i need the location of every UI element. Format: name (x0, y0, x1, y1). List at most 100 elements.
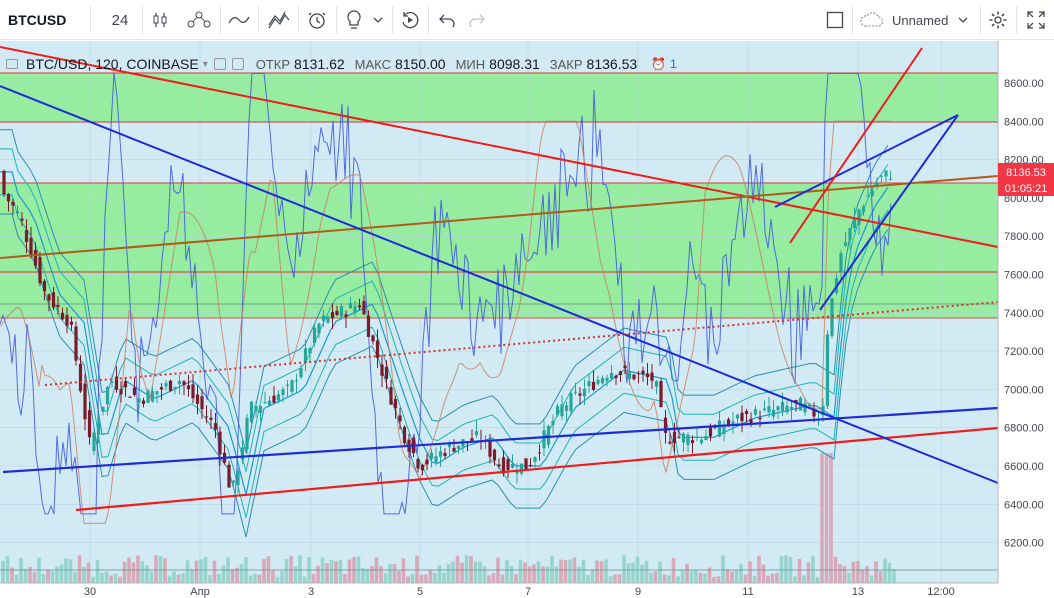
volume-bar (500, 574, 505, 583)
candle-body (533, 457, 537, 462)
undo-icon[interactable] (434, 0, 460, 40)
candle-body (191, 384, 195, 399)
candle-body (105, 386, 110, 405)
volume-bar (235, 567, 239, 583)
candle-body (780, 402, 785, 412)
drawing-icon[interactable] (264, 0, 294, 40)
candle-body (452, 447, 456, 452)
fullscreen-icon[interactable] (1022, 0, 1050, 40)
candle-body (537, 452, 542, 454)
volume-bar (536, 561, 541, 583)
candle-body (195, 394, 200, 404)
green-zone-upper (0, 73, 998, 122)
volume-bar (181, 573, 185, 583)
alert-icon[interactable] (304, 0, 330, 40)
candle-body (560, 404, 564, 417)
gear-icon[interactable] (984, 0, 1012, 40)
volume-bar (865, 566, 869, 583)
compare-icon[interactable] (226, 0, 252, 40)
volume-bar (802, 575, 806, 583)
bulb-icon[interactable] (342, 0, 366, 40)
legend-eye-icon[interactable] (213, 58, 226, 70)
candles-icon[interactable] (148, 0, 172, 40)
candle-body (267, 400, 272, 406)
volume-bar (491, 572, 496, 583)
trend-line (0, 175, 999, 259)
candle-body (681, 433, 686, 443)
volume-bar (289, 555, 293, 583)
volume-bar (433, 572, 437, 583)
candle-body (569, 393, 573, 412)
candle-body (123, 381, 128, 388)
trend-lines[interactable] (0, 46, 999, 512)
volume-bar (883, 558, 887, 583)
candle-body (362, 300, 366, 315)
candle-body (317, 323, 321, 334)
volume-bar (878, 571, 883, 583)
volume-bar (46, 569, 50, 583)
indicators-icon[interactable] (184, 0, 214, 40)
candle-body (6, 193, 11, 202)
candle-body (857, 209, 861, 225)
volume-bar (595, 560, 599, 583)
legend-collapse-icon[interactable] (6, 59, 18, 69)
volume-bar (658, 561, 662, 583)
candle-body (551, 421, 555, 426)
chevron-down-icon[interactable] (368, 0, 388, 40)
redo-icon[interactable] (464, 0, 490, 40)
volume-bar (190, 569, 194, 583)
interval-button[interactable]: 24 (111, 11, 129, 29)
volume-bar (172, 571, 176, 583)
candle-body (65, 315, 69, 326)
volume-bar (55, 566, 59, 583)
candle-body (672, 431, 677, 444)
volume-bar (707, 567, 712, 583)
volume-bar (338, 559, 343, 583)
volume-bar (586, 575, 590, 583)
volume-bar (829, 453, 833, 583)
volume-bar (649, 572, 653, 583)
candle-body (164, 383, 168, 387)
volume-bar (334, 560, 338, 583)
volume-bar (671, 557, 676, 583)
volume-bar (703, 573, 707, 583)
candle-body (371, 335, 375, 342)
candle-body (218, 431, 222, 455)
candle-body (236, 470, 240, 486)
candle-body (870, 190, 875, 196)
candle-body (879, 175, 884, 177)
volume-bar (442, 572, 446, 583)
band-line (0, 194, 889, 518)
candle-body (753, 409, 758, 415)
replay-icon[interactable] (396, 0, 424, 40)
volume-bar (806, 562, 811, 583)
volume-bar (694, 569, 698, 583)
legend-settings-icon[interactable]: ▾ (202, 58, 208, 70)
volume-bar (797, 559, 802, 583)
price-axis[interactable] (998, 41, 1054, 583)
price-chart[interactable]: 8600.008400.008200.008000.007800.007600.… (0, 41, 1054, 598)
divider (298, 6, 299, 34)
candle-body (380, 364, 384, 376)
volume-bar (298, 555, 302, 583)
alert-clock-icon[interactable]: ⏰ (651, 57, 667, 71)
layout-name-button[interactable]: Unnamed (858, 0, 976, 40)
candle-body (29, 237, 33, 257)
candle-body (582, 388, 587, 397)
legend-gear-icon[interactable] (231, 58, 244, 70)
volume-bar (851, 561, 856, 583)
layout-icon[interactable] (822, 0, 848, 40)
candle-body (501, 457, 506, 474)
candle-body (524, 458, 528, 470)
time-axis[interactable] (0, 583, 1054, 598)
volume-bar (617, 574, 622, 583)
symbol-search-button[interactable]: BTCUSD (8, 12, 67, 28)
candle-body (839, 253, 843, 272)
candle-body (708, 427, 713, 437)
candle-body (353, 306, 357, 314)
volume-bar (325, 563, 329, 583)
volume-bar (626, 563, 631, 583)
volume-bar (464, 555, 469, 583)
candle-body (519, 463, 524, 474)
volume-bar (428, 570, 433, 583)
